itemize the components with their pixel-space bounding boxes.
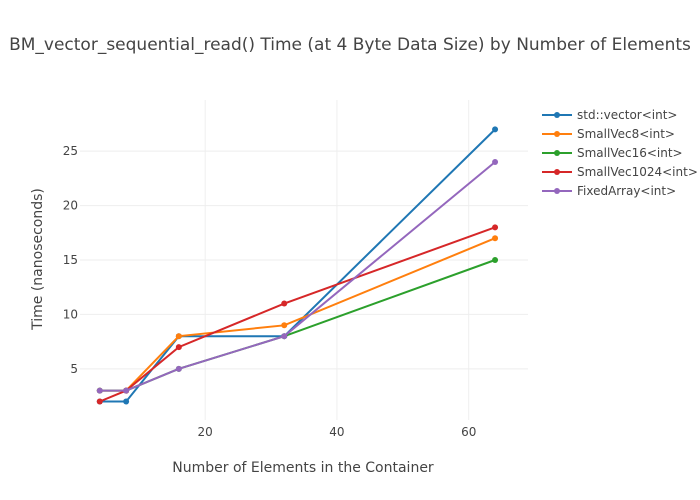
y-axis-ticks: 5 10 15 20 25 bbox=[63, 144, 78, 376]
data-point bbox=[123, 387, 130, 394]
series-line bbox=[99, 128, 496, 403]
data-point bbox=[492, 126, 499, 133]
legend-item[interactable]: std::vector<int> bbox=[542, 108, 677, 122]
legend-swatch-marker bbox=[554, 150, 560, 156]
y-tick-label: 15 bbox=[63, 253, 78, 267]
legend-label: SmallVec8<int> bbox=[577, 127, 675, 141]
data-point bbox=[175, 365, 182, 372]
series-4 bbox=[96, 159, 499, 394]
y-tick-label: 10 bbox=[63, 307, 78, 321]
data-point bbox=[492, 159, 499, 166]
y-tick-label: 20 bbox=[63, 199, 78, 213]
legend-item[interactable]: SmallVec1024<int> bbox=[542, 165, 698, 179]
data-point bbox=[281, 333, 288, 340]
x-axis-ticks: 20 40 60 bbox=[198, 425, 477, 439]
y-tick-label: 5 bbox=[70, 362, 78, 376]
data-point bbox=[123, 398, 130, 405]
data-point bbox=[492, 257, 499, 263]
legend-swatch-marker bbox=[554, 131, 560, 137]
legend-label: SmallVec1024<int> bbox=[577, 165, 698, 179]
chart-title: BM_vector_sequential_read() Time (at 4 B… bbox=[9, 35, 691, 55]
x-axis-title: Number of Elements in the Container bbox=[172, 460, 434, 476]
y-axis-title: Time (nanoseconds) bbox=[30, 188, 46, 331]
legend-label: FixedArray<int> bbox=[577, 184, 676, 198]
x-tick-label: 40 bbox=[329, 425, 344, 439]
legend-item[interactable]: SmallVec8<int> bbox=[542, 127, 675, 141]
legend-swatch-marker bbox=[554, 188, 560, 194]
grid bbox=[80, 100, 528, 420]
data-point bbox=[96, 387, 103, 394]
legend-item[interactable]: SmallVec16<int> bbox=[542, 146, 683, 160]
plot-area bbox=[96, 126, 499, 405]
legend-swatch-marker bbox=[554, 169, 560, 175]
data-point bbox=[492, 235, 499, 242]
x-tick-label: 20 bbox=[198, 425, 213, 439]
y-tick-label: 25 bbox=[63, 144, 78, 158]
data-point bbox=[175, 344, 182, 351]
legend-swatch-marker bbox=[554, 112, 560, 118]
legend: std::vector<int>SmallVec8<int>SmallVec16… bbox=[542, 108, 698, 198]
legend-item[interactable]: FixedArray<int> bbox=[542, 184, 676, 198]
legend-label: SmallVec16<int> bbox=[577, 146, 683, 160]
data-point bbox=[175, 333, 182, 340]
series-0 bbox=[96, 126, 499, 405]
x-tick-label: 60 bbox=[461, 425, 476, 439]
data-point bbox=[492, 224, 499, 231]
data-point bbox=[281, 300, 288, 307]
data-point bbox=[281, 322, 288, 329]
legend-label: std::vector<int> bbox=[577, 108, 677, 122]
data-point bbox=[96, 398, 103, 405]
